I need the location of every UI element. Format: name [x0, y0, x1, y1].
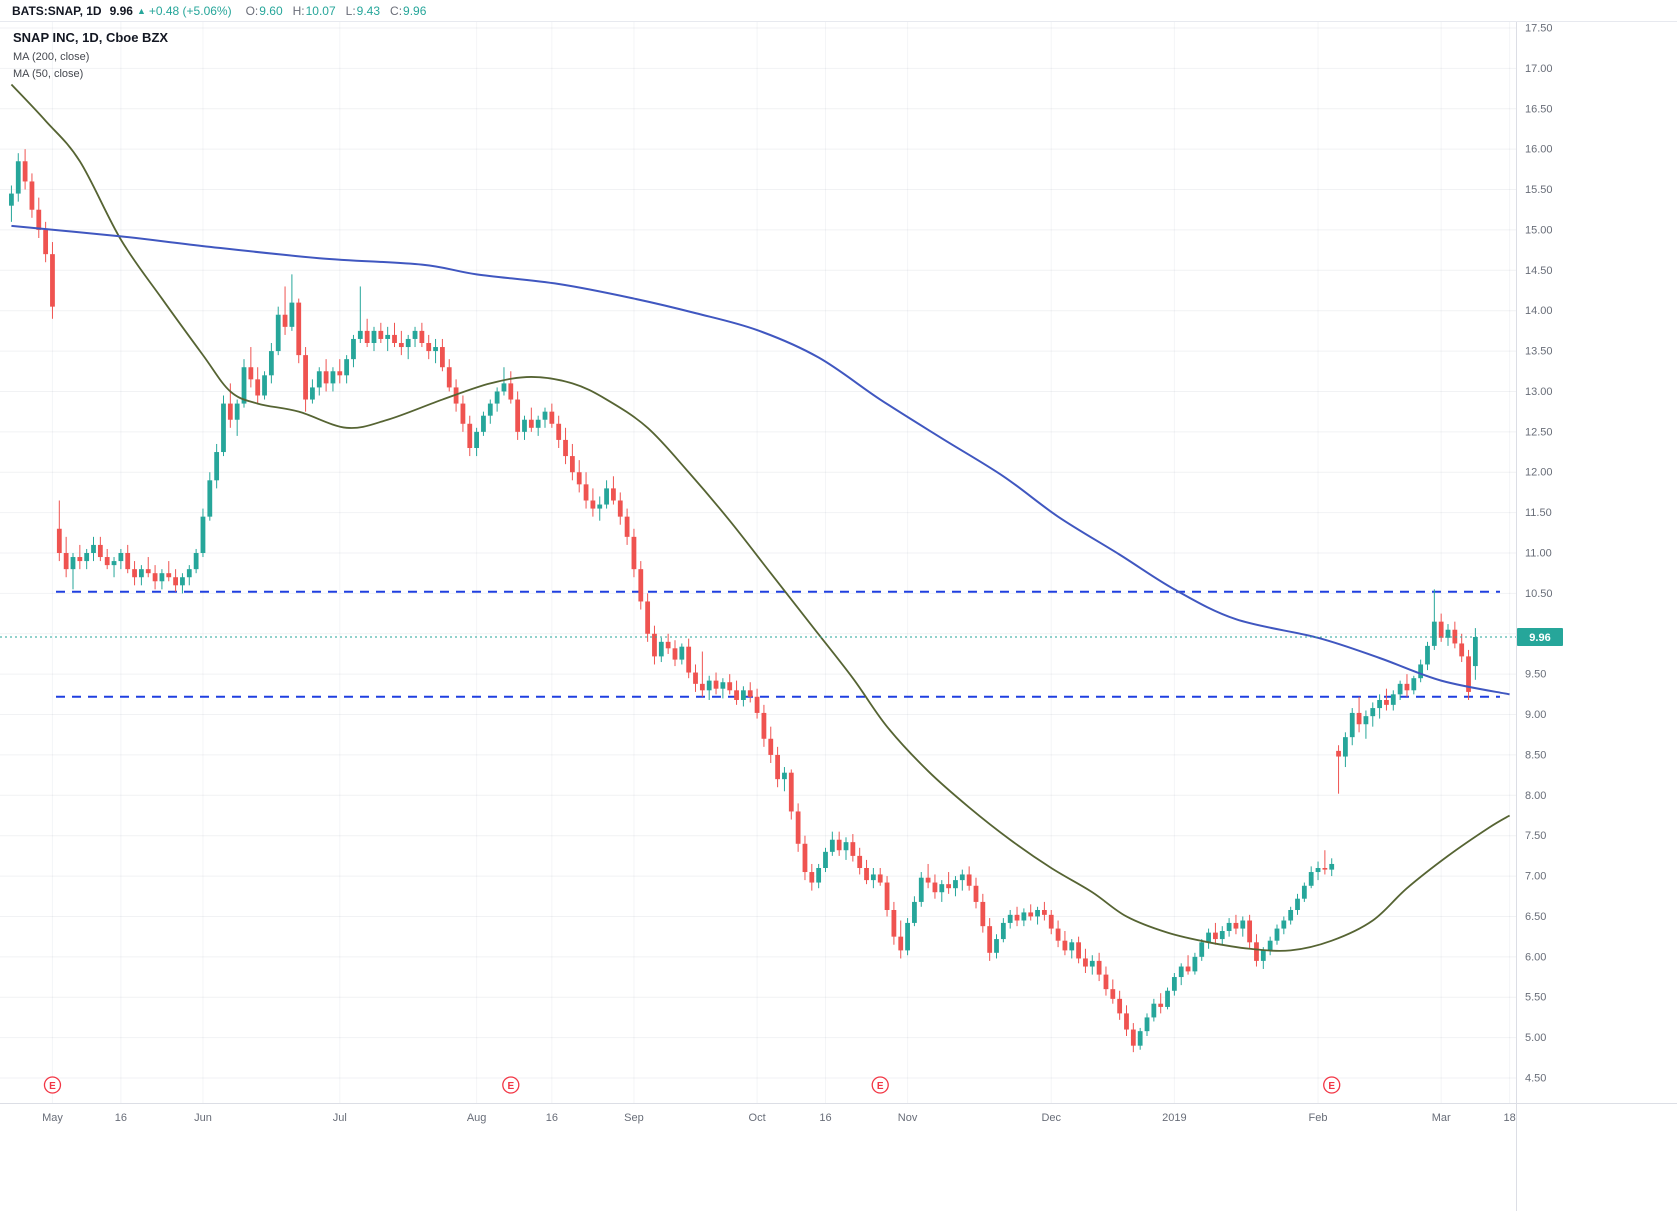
earnings-letter: E	[1328, 1081, 1335, 1092]
price-tick-label: 16.00	[1525, 144, 1553, 156]
price-tick-label: 11.00	[1525, 548, 1552, 560]
ohlc-low: L: 9.43	[346, 4, 380, 18]
grid	[0, 22, 1516, 1103]
price-tick-label: 17.50	[1525, 23, 1553, 35]
price-tick-label: 6.50	[1525, 911, 1546, 923]
earnings-marker[interactable]: E	[502, 1076, 520, 1094]
time-tick-label: Feb	[1309, 1112, 1328, 1124]
price-tick-label: 14.00	[1525, 305, 1553, 317]
time-tick-label: 2019	[1162, 1112, 1186, 1124]
high-label: H:	[292, 3, 305, 18]
open-label: O:	[245, 3, 259, 18]
price-tick-label: 11.50	[1525, 507, 1552, 519]
last-price-label: 9.96	[1517, 628, 1563, 646]
price-tick-label: 14.50	[1525, 265, 1553, 277]
time-tick-label: 18	[1503, 1112, 1515, 1124]
price-tick-label: 7.50	[1525, 830, 1546, 842]
time-tick-label: Sep	[624, 1112, 644, 1124]
close-value: 9.96	[403, 3, 427, 18]
price-tick-label: 13.00	[1525, 386, 1553, 398]
price-tick-label: 6.00	[1525, 951, 1546, 963]
price-change: +0.48 (+5.06%)	[148, 3, 232, 18]
time-tick-label: 16	[819, 1112, 831, 1124]
ohlc-open: O: 9.60	[246, 4, 283, 18]
price-tick-label: 13.50	[1525, 346, 1553, 358]
earnings-letter: E	[877, 1081, 884, 1092]
time-tick-label: Mar	[1432, 1112, 1451, 1124]
price-tick-label: 7.00	[1525, 871, 1546, 883]
price-tick-label: 5.50	[1525, 992, 1546, 1004]
price-tick-label: 12.50	[1525, 426, 1553, 438]
earnings-letter: E	[49, 1081, 56, 1092]
earnings-marker[interactable]: E	[43, 1076, 62, 1094]
earnings-marker[interactable]: E	[1323, 1076, 1341, 1094]
price-tick-label: 17.00	[1525, 63, 1553, 75]
price-tick-label: 10.50	[1525, 588, 1553, 600]
earnings-letter: E	[507, 1081, 514, 1092]
low-label: L:	[345, 3, 356, 18]
time-tick-label: Jun	[194, 1112, 212, 1124]
high-value: 10.07	[305, 3, 336, 18]
time-tick-label: Aug	[467, 1112, 487, 1124]
chart-area[interactable]: 17.50 17.00 16.50 16.00 15.50 15.00 14.50 14.00…	[0, 22, 1677, 1211]
price-tick-label: 15.00	[1525, 224, 1553, 236]
ma-200-line[interactable]	[11, 224, 1510, 696]
low-value: 9.43	[356, 3, 381, 18]
price-tick-label: 9.00	[1525, 709, 1546, 721]
price-tick-label: 5.00	[1525, 1032, 1546, 1044]
price-tick-label: 15.50	[1525, 184, 1553, 196]
svg-text:9.96: 9.96	[1529, 632, 1550, 644]
ohlc-close: C: 9.96	[390, 4, 426, 18]
price-axis[interactable]: 17.50 17.00 16.50 16.00 15.50 15.00 14.50 14.00…	[1525, 23, 1553, 1085]
chart-toolbar: BATS:SNAP, 1D 9.96 ▲ +0.48 (+5.06%) O: 9.…	[0, 0, 1677, 22]
earnings-marker[interactable]: E	[871, 1076, 889, 1094]
close-label: C:	[390, 3, 403, 18]
time-tick-label: 16	[546, 1112, 558, 1124]
candles-series[interactable]	[9, 149, 1478, 1053]
ma-50-line[interactable]	[10, 83, 1511, 952]
price-tick-label: 4.50	[1525, 1073, 1546, 1085]
time-axis[interactable]: May 16 Jun Jul Aug 16 Sep Oct 16 Nov Dec 2019 Feb Mar…	[42, 1112, 1516, 1124]
time-tick-label: May	[42, 1112, 63, 1124]
time-tick-label: Nov	[898, 1112, 918, 1124]
price-tick-label: 8.00	[1525, 790, 1546, 802]
symbol-label[interactable]: BATS:SNAP, 1D	[12, 3, 102, 18]
ohlc-readout: O: 9.60 H: 10.07 L: 9.43 C: 9.96	[246, 4, 427, 18]
time-tick-label: Oct	[749, 1112, 766, 1124]
up-arrow-icon: ▲	[136, 5, 146, 16]
ohlc-high: H: 10.07	[293, 4, 336, 18]
price-tick-label: 12.00	[1525, 467, 1553, 479]
time-tick-label: Dec	[1041, 1112, 1061, 1124]
open-value: 9.60	[259, 3, 283, 18]
price-tick-label: 8.50	[1525, 749, 1546, 761]
price-tick-label: 16.50	[1525, 103, 1553, 115]
price-tick-label: 9.50	[1525, 669, 1546, 681]
price-chart[interactable]: 17.50 17.00 16.50 16.00 15.50 15.00 14.50 14.00…	[0, 22, 1677, 1211]
support-resistance-lines[interactable]	[56, 590, 1500, 698]
time-tick-label: Jul	[333, 1112, 347, 1124]
toolbar-last-price: 9.96	[109, 3, 133, 18]
time-tick-label: 16	[115, 1112, 127, 1124]
